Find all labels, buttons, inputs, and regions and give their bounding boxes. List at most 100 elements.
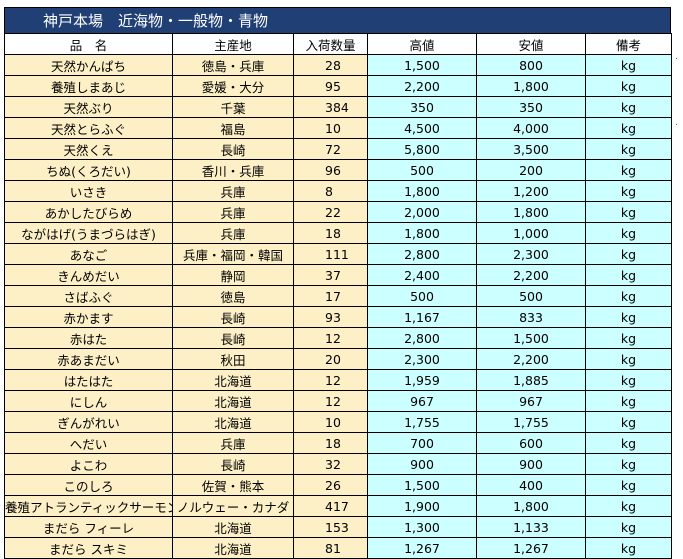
cell-low: 2,200 [476,348,586,370]
column-header-low: 安値 [476,33,586,55]
table-row: あなご 兵庫・福岡・韓国 111 2,800 2,300 kg [4,243,672,265]
table-row: まだら フィーレ 北海道 153 1,300 1,133 kg [4,516,672,538]
table-row: いさき 兵庫 8 1,800 1,200 kg [4,180,672,202]
cell-low: 900 [476,453,586,475]
cell-name: いさき [4,180,173,202]
table-row: 養殖しまあじ 愛媛・大分 95 2,200 1,800 kg [4,75,672,97]
cell-high: 2,000 [367,201,477,223]
cell-low: 1,885 [476,369,586,391]
cell-low: 200 [476,159,586,181]
cell-qty: 111 [293,243,368,265]
cell-high: 1,500 [367,474,477,496]
cell-high: 700 [367,432,477,454]
cell-low: 1,755 [476,411,586,433]
cell-low: 833 [476,306,586,328]
table-row: 赤かます 長崎 93 1,167 833 kg [4,306,672,328]
cell-name: 天然ぶり [4,96,173,118]
cell-high: 1,800 [367,180,477,202]
table-row: ちぬ(くろだい) 香川・兵庫 96 500 200 kg [4,159,672,181]
cell-note: kg [585,96,672,118]
cell-low: 400 [476,474,586,496]
cell-low: 500 [476,285,586,307]
cell-low: 350 [476,96,586,118]
cell-name: 赤かます [4,306,173,328]
cell-origin: 長崎 [172,138,294,160]
cell-high: 500 [367,159,477,181]
cell-high: 2,400 [367,264,477,286]
cell-origin: 千葉 [172,96,294,118]
column-header-name: 品 名 [4,33,173,55]
table-row: へだい 兵庫 18 700 600 kg [4,432,672,454]
table-row: 天然くえ 長崎 72 5,800 3,500 kg [4,138,672,160]
cell-low: 600 [476,432,586,454]
cell-name: このしろ [4,474,173,496]
cell-note: kg [585,432,672,454]
cell-note: kg [585,117,672,139]
cell-name: まだら スキミ [4,537,173,559]
cell-qty: 32 [293,453,368,475]
cell-name: あかしたびらめ [4,201,173,223]
table-row: 天然ぶり 千葉 384 350 350 kg [4,96,672,118]
cell-note: kg [585,369,672,391]
cell-qty: 81 [293,537,368,559]
cell-note: kg [585,474,672,496]
cell-name: 赤はた [4,327,173,349]
cell-high: 1,900 [367,495,477,517]
margin-marks: . . [675,52,678,184]
header-row: 品 名 主産地 入荷数量 高値 安値 備考 [4,33,672,55]
cell-note: kg [585,264,672,286]
cell-low: 967 [476,390,586,412]
cell-name: あなご [4,243,173,265]
cell-name: 天然くえ [4,138,173,160]
cell-origin: 徳島・兵庫 [172,54,294,76]
cell-note: kg [585,222,672,244]
cell-origin: 長崎 [172,327,294,349]
cell-note: kg [585,201,672,223]
table-row: さばふぐ 徳島 17 500 500 kg [4,285,672,307]
table-row: きんめだい 静岡 37 2,400 2,200 kg [4,264,672,286]
cell-origin: 長崎 [172,306,294,328]
table-row: 天然とらふぐ 福島 10 4,500 4,000 kg [4,117,672,139]
cell-qty: 93 [293,306,368,328]
market-price-sheet: 神戸本場 近海物・一般物・青物 品 名 主産地 入荷数量 高値 安値 備考 天然… [4,7,672,559]
cell-low: 800 [476,54,586,76]
cell-origin: 長崎 [172,453,294,475]
cell-qty: 10 [293,117,368,139]
cell-note: kg [585,495,672,517]
column-header-note: 備考 [585,33,672,55]
cell-origin: 兵庫・福岡・韓国 [172,243,294,265]
cell-high: 350 [367,96,477,118]
cell-qty: 18 [293,222,368,244]
cell-note: kg [585,327,672,349]
cell-note: kg [585,537,672,559]
cell-origin: 兵庫 [172,222,294,244]
cell-low: 2,300 [476,243,586,265]
cell-high: 1,167 [367,306,477,328]
table-row: あかしたびらめ 兵庫 22 2,000 1,800 kg [4,201,672,223]
cell-high: 900 [367,453,477,475]
table-row: このしろ 佐賀・熊本 26 1,500 400 kg [4,474,672,496]
cell-low: 3,500 [476,138,586,160]
cell-qty: 17 [293,285,368,307]
cell-origin: 北海道 [172,516,294,538]
cell-name: にしん [4,390,173,412]
cell-low: 1,800 [476,495,586,517]
column-header-qty: 入荷数量 [293,33,368,55]
column-header-origin: 主産地 [172,33,294,55]
cell-qty: 384 [293,96,368,118]
cell-origin: 愛媛・大分 [172,75,294,97]
cell-name: ながはげ(うまづらはぎ) [4,222,173,244]
cell-qty: 96 [293,159,368,181]
cell-high: 1,755 [367,411,477,433]
cell-note: kg [585,516,672,538]
cell-qty: 417 [293,495,368,517]
cell-low: 1,800 [476,201,586,223]
table-row: 赤はた 長崎 12 2,800 1,500 kg [4,327,672,349]
cell-high: 1,959 [367,369,477,391]
cell-qty: 20 [293,348,368,370]
cell-origin: 兵庫 [172,180,294,202]
cell-high: 4,500 [367,117,477,139]
cell-origin: 北海道 [172,537,294,559]
cell-origin: 福島 [172,117,294,139]
cell-note: kg [585,348,672,370]
